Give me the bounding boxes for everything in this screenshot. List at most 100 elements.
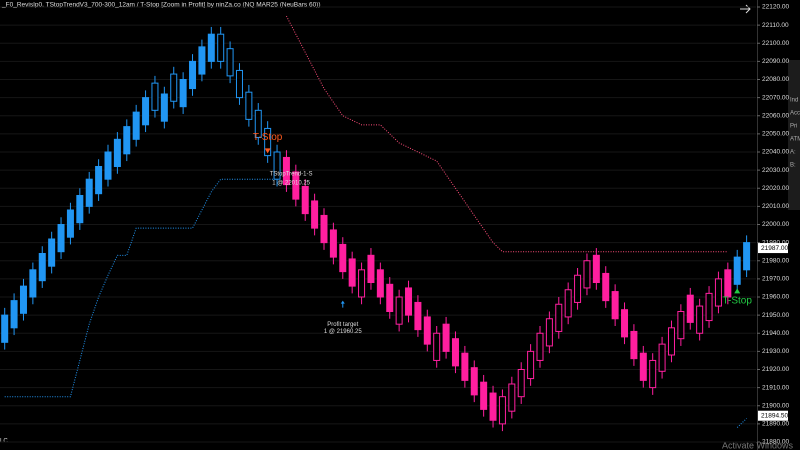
candle-body	[414, 301, 422, 331]
annotation: T-Stop	[253, 132, 283, 143]
candle-body	[329, 229, 337, 258]
candle-body	[724, 269, 732, 298]
stop-line	[736, 418, 747, 428]
candle-body	[386, 283, 394, 312]
y-tick-label: 22090.00	[762, 58, 789, 65]
y-tick-label: 21910.00	[762, 384, 789, 391]
y-tick-label: 22040.00	[762, 149, 789, 156]
candle-body	[198, 46, 206, 75]
y-tick-label: 22100.00	[762, 40, 789, 47]
price-marker-label: 21987.00	[761, 245, 788, 252]
candle-body	[1, 314, 9, 343]
candle-body	[358, 269, 366, 298]
candle-body	[714, 278, 722, 307]
chart-title: _F0_RevisIp0, TStopTrendV3_700-300_12am …	[1, 2, 321, 9]
candle-body	[348, 258, 356, 287]
side-panel-label: Pri	[790, 124, 797, 130]
arrow-icon[interactable]	[740, 4, 751, 14]
candle-body	[517, 369, 525, 398]
candle-body	[677, 311, 685, 340]
candle-body	[630, 330, 638, 360]
candle-body	[564, 289, 572, 318]
y-tick-label: 21880.00	[762, 439, 789, 446]
candle-body	[592, 254, 600, 283]
candle-body	[461, 352, 469, 381]
annotation: Profit target	[327, 322, 358, 328]
candle-body	[555, 303, 563, 332]
candle-body	[639, 352, 647, 381]
candle-body	[451, 338, 459, 367]
stop-line	[285, 15, 728, 253]
candle-body	[583, 260, 591, 289]
y-tick-label: 21940.00	[762, 330, 789, 337]
candle-body	[611, 291, 619, 320]
y-tick-label: 22050.00	[762, 131, 789, 138]
candle-body	[376, 269, 384, 298]
candle-body	[66, 209, 74, 238]
y-tick-label: 22060.00	[762, 112, 789, 119]
y-tick-label: 22020.00	[762, 185, 789, 192]
side-panel-label: Ind	[790, 98, 798, 104]
candle-body	[282, 156, 290, 186]
candle-body	[301, 185, 309, 215]
watermark: Activate Windows	[722, 440, 794, 450]
candle-body	[226, 48, 234, 77]
candle-body	[423, 316, 431, 345]
candle-body	[179, 79, 187, 108]
candle-body	[151, 82, 159, 111]
candle-body	[85, 178, 93, 207]
annotation: 1 @ 22010.25	[272, 180, 310, 186]
sell-marker	[264, 148, 271, 154]
side-panel	[788, 60, 800, 210]
candle-body	[489, 392, 497, 421]
candle-body	[311, 200, 319, 229]
candle-body	[160, 93, 168, 122]
candle-body	[733, 256, 741, 285]
y-tick-label: 21990.00	[762, 239, 789, 246]
candle-body	[189, 60, 197, 90]
annotation: TStopTrend-1-S	[270, 171, 313, 177]
candle-body	[470, 367, 478, 396]
y-tick-label: 22010.00	[762, 203, 789, 210]
candle-body	[621, 309, 629, 338]
candle-body	[264, 127, 272, 157]
candle-body	[508, 383, 516, 412]
candle-body	[207, 33, 215, 62]
y-tick-label: 21950.00	[762, 312, 789, 319]
candle-body	[339, 243, 347, 273]
y-tick-label: 21920.00	[762, 366, 789, 373]
candle-body	[649, 359, 657, 389]
y-tick-label: 22120.00	[762, 4, 789, 11]
candle-body	[743, 242, 751, 271]
candle-body	[123, 126, 131, 155]
price-marker-label: 21894.50	[761, 412, 788, 419]
candle-body	[254, 109, 262, 138]
candle-body	[38, 253, 46, 282]
candle-body	[686, 294, 694, 323]
candle-body	[76, 195, 84, 224]
candle-body	[602, 272, 610, 302]
candle-body	[57, 224, 65, 253]
candle-body	[113, 138, 121, 167]
candle-body	[235, 69, 243, 99]
price-marker-box	[758, 243, 788, 254]
candle-body	[442, 323, 450, 352]
y-tick-label: 21890.00	[762, 421, 789, 428]
candle-body	[498, 396, 506, 425]
candle-body	[292, 171, 300, 200]
y-tick-label: 22070.00	[762, 94, 789, 101]
candle-body	[104, 151, 112, 180]
candle-body	[245, 91, 253, 120]
y-tick-label: 21980.00	[762, 257, 789, 264]
candle-body	[48, 238, 56, 267]
candle-body	[405, 287, 413, 316]
candle-body	[696, 305, 704, 334]
candle-body	[705, 292, 713, 322]
side-panel-label: A:	[790, 150, 796, 156]
candle-body	[10, 300, 18, 329]
candle-body	[545, 318, 553, 347]
candle-body	[320, 214, 328, 244]
candle-body	[536, 332, 544, 361]
